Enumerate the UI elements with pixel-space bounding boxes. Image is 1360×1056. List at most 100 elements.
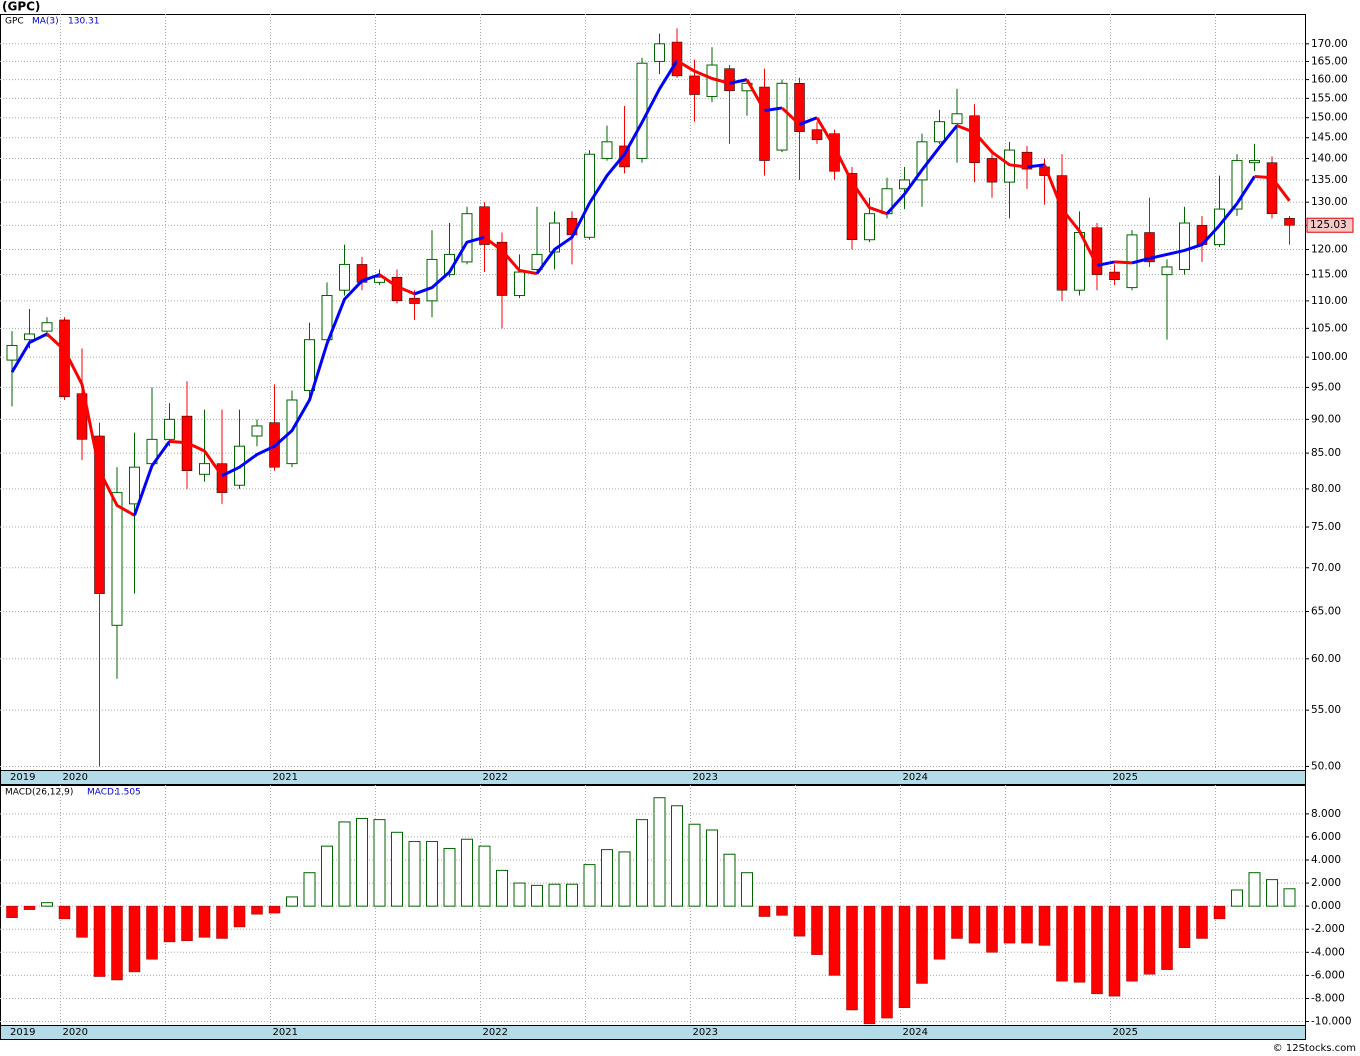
ma-line (956, 124, 1028, 169)
x-tick-label: 2025 (1113, 772, 1138, 783)
macd-bar (601, 849, 613, 907)
ma-line (1096, 260, 1115, 267)
candle-body (199, 463, 210, 475)
macd-bar (566, 883, 578, 907)
ma-line (1131, 175, 1256, 265)
ma-line (10, 332, 48, 373)
macd-bar (286, 896, 298, 907)
macd-bar (916, 905, 928, 984)
ma-line (535, 59, 679, 275)
candle-body (916, 141, 928, 181)
ma-line (729, 78, 748, 85)
y-tick-label: 155.00 (1311, 92, 1348, 104)
y-tick-label: 135.00 (1311, 174, 1348, 186)
candle-body (1284, 218, 1295, 226)
y-tick-label: 150.00 (1311, 112, 1348, 124)
y-tick-label: 145.00 (1311, 132, 1348, 144)
x-tick-label: 2021 (273, 1027, 298, 1038)
macd-bar (986, 905, 998, 953)
chart-title: (GPC) (2, 0, 40, 14)
macd-bar (1143, 905, 1156, 975)
candle-body (1179, 222, 1190, 270)
macd-bar (1231, 889, 1243, 907)
y-tick-label: 65.00 (1311, 606, 1341, 618)
macd-bar (863, 905, 876, 1025)
ma-line (885, 124, 959, 215)
macd-bar (1283, 888, 1296, 907)
macd-bar (251, 905, 263, 915)
candle-body (426, 258, 438, 302)
candle-body (24, 333, 35, 341)
ma-line (764, 106, 783, 113)
macd-bar (478, 845, 491, 907)
candle-body (1249, 160, 1260, 164)
candle-body (864, 213, 875, 241)
macd-bar (1248, 872, 1261, 907)
candle-body (339, 263, 350, 291)
candle-body (636, 62, 648, 159)
ma-line (780, 106, 801, 126)
y-tick-label: 90.00 (1311, 413, 1341, 425)
x-tick-label: 2023 (693, 772, 718, 783)
ma-line (483, 236, 538, 276)
y-tick-label: 4.000 (1311, 854, 1341, 866)
ma-line (676, 59, 730, 85)
ma-line (798, 116, 818, 126)
macd-bar (41, 902, 53, 907)
macd-bar (58, 905, 71, 920)
y-tick-label: 85.00 (1311, 447, 1341, 459)
candle-body (846, 173, 858, 240)
legend-macd-value: 1.505 (115, 788, 141, 798)
macd-bar (776, 905, 788, 916)
macd-bar (898, 905, 911, 1008)
candle-body (1231, 160, 1243, 210)
y-tick-label: 115.00 (1311, 269, 1348, 281)
candle-body (969, 115, 980, 163)
y-tick-label: 0.000 (1311, 900, 1341, 912)
x-tick-label: 2024 (903, 1027, 928, 1038)
y-tick-label: 50.00 (1311, 760, 1341, 772)
last-price-tag (1306, 217, 1354, 233)
y-tick-label: 100.00 (1311, 351, 1348, 363)
macd-bar (583, 864, 596, 907)
macd-bar (846, 905, 858, 1011)
macd-bar (373, 819, 386, 907)
ma-line (378, 273, 416, 296)
candle-body (531, 253, 543, 270)
macd-bar (636, 819, 648, 907)
x-tick-label: 2025 (1113, 1027, 1138, 1038)
x-tick-label: 2023 (693, 1027, 718, 1038)
macd-bar (1213, 905, 1226, 920)
candle-body (1144, 232, 1155, 263)
y-tick-label: 70.00 (1311, 562, 1341, 574)
macd-bar (1038, 905, 1051, 946)
legend-symbol: GPC (5, 17, 24, 27)
y-tick-label: -6.000 (1311, 969, 1345, 981)
y-tick-label: 55.00 (1311, 704, 1341, 716)
y-tick-label: 2.000 (1311, 877, 1341, 889)
y-tick-label: 120.00 (1311, 243, 1348, 255)
macd-bar (1108, 905, 1121, 997)
candle-body (671, 41, 683, 77)
macd-bar (76, 905, 88, 938)
ma-line (1254, 174, 1291, 202)
macd-bar (758, 905, 771, 917)
candle-body (216, 463, 228, 493)
macd-bar (1091, 905, 1103, 995)
candle-body (1091, 227, 1103, 275)
candle-body (409, 297, 420, 304)
macd-bar (653, 797, 666, 907)
ma-line (745, 78, 766, 112)
candle-body (1021, 151, 1033, 170)
ma-line (45, 332, 136, 517)
macd-axis-strip (0, 1025, 1306, 1040)
macd-bar (23, 905, 36, 910)
ma-line (133, 440, 171, 516)
macd-bar (128, 905, 141, 973)
macd-bar (268, 905, 281, 914)
macd-bar (181, 905, 193, 942)
x-tick-label: 2022 (483, 772, 508, 783)
macd-bar (1056, 905, 1068, 982)
y-tick-label: -8.000 (1311, 992, 1345, 1004)
y-tick-label: 80.00 (1311, 483, 1341, 495)
